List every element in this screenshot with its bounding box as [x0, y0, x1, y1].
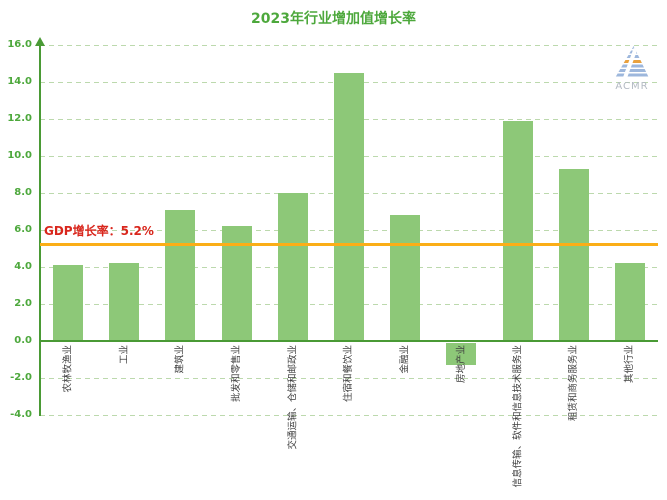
chart-title: 2023年行业增加值增长率	[251, 11, 416, 27]
category-label: 信息传输、软件和信息技术服务业	[512, 345, 524, 488]
category-label: 住宿和餐饮业	[343, 345, 355, 403]
bar	[446, 343, 477, 366]
y-tick-label: 8.0	[14, 187, 32, 198]
bar	[165, 209, 196, 341]
y-tick-label: 14.0	[7, 76, 32, 87]
y-tick-label: 16.0	[7, 39, 32, 50]
category-label: 批发和零售业	[231, 345, 243, 403]
y-tick-label: 4.0	[14, 261, 32, 272]
category-label: 其他行业	[624, 345, 636, 384]
bar	[277, 193, 308, 341]
gridline	[40, 45, 658, 46]
category-label: 交通运输、仓储和邮政业	[287, 345, 299, 450]
gridline	[40, 378, 658, 379]
bar	[614, 263, 645, 341]
acmr-logo-icon	[615, 46, 649, 78]
acmr-watermark: ACMR	[610, 46, 654, 92]
gdp-reference-label: GDP增长率：5.2%	[44, 224, 154, 238]
bar	[53, 265, 84, 341]
y-tick-label: 10.0	[7, 150, 32, 161]
y-tick-label: 2.0	[14, 298, 32, 309]
category-label: 租赁和商务服务业	[568, 345, 580, 422]
y-tick-label: -2.0	[10, 372, 32, 383]
y-tick-label: 12.0	[7, 113, 32, 124]
category-label: 建筑业	[174, 345, 186, 374]
category-label: 金融业	[399, 345, 411, 374]
y-tick-label: 0.0	[14, 335, 32, 346]
y-tick-label: 6.0	[14, 224, 32, 235]
gridline	[40, 415, 658, 416]
category-label: 房地产业	[455, 345, 467, 384]
category-label: 工业	[118, 345, 130, 365]
bar	[390, 215, 421, 341]
bar	[109, 263, 140, 341]
bar	[502, 120, 533, 341]
y-axis-arrow-icon	[35, 37, 45, 46]
bar	[334, 72, 364, 341]
category-label: 农林牧渔业	[62, 345, 74, 393]
x-axis-line	[40, 340, 658, 342]
bar	[558, 168, 589, 341]
gdp-reference-line	[40, 243, 658, 246]
y-tick-label: -4.0	[10, 409, 32, 420]
y-axis-line	[39, 45, 41, 416]
acmr-watermark-text: ACMR	[615, 81, 649, 92]
